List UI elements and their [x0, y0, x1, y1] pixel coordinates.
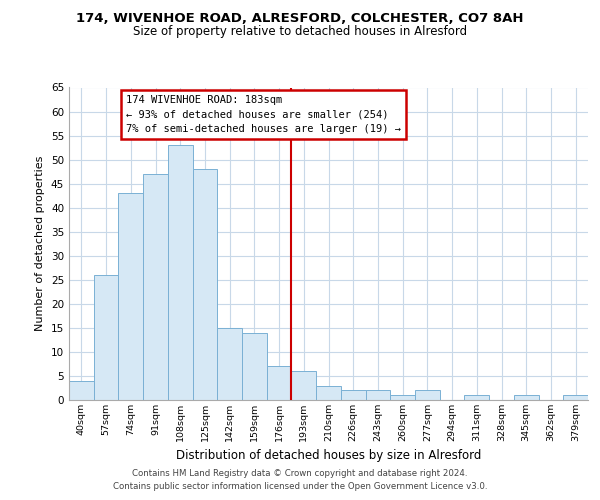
Bar	[193, 169, 217, 400]
Bar	[316, 386, 341, 400]
Bar	[365, 390, 390, 400]
Text: Contains HM Land Registry data © Crown copyright and database right 2024.
Contai: Contains HM Land Registry data © Crown c…	[113, 470, 487, 491]
Bar	[242, 332, 267, 400]
Text: 174 WIVENHOE ROAD: 183sqm
← 93% of detached houses are smaller (254)
7% of semi-: 174 WIVENHOE ROAD: 183sqm ← 93% of detac…	[126, 94, 401, 134]
Bar	[118, 194, 143, 400]
Bar	[341, 390, 365, 400]
Bar	[415, 390, 440, 400]
Bar	[390, 395, 415, 400]
Bar	[143, 174, 168, 400]
Text: 174, WIVENHOE ROAD, ALRESFORD, COLCHESTER, CO7 8AH: 174, WIVENHOE ROAD, ALRESFORD, COLCHESTE…	[76, 12, 524, 26]
Text: Size of property relative to detached houses in Alresford: Size of property relative to detached ho…	[133, 25, 467, 38]
Bar	[292, 371, 316, 400]
Y-axis label: Number of detached properties: Number of detached properties	[35, 156, 46, 332]
Bar	[217, 328, 242, 400]
Bar	[168, 145, 193, 400]
Bar	[267, 366, 292, 400]
Bar	[563, 395, 588, 400]
X-axis label: Distribution of detached houses by size in Alresford: Distribution of detached houses by size …	[176, 450, 481, 462]
Bar	[69, 381, 94, 400]
Bar	[514, 395, 539, 400]
Bar	[94, 275, 118, 400]
Bar	[464, 395, 489, 400]
